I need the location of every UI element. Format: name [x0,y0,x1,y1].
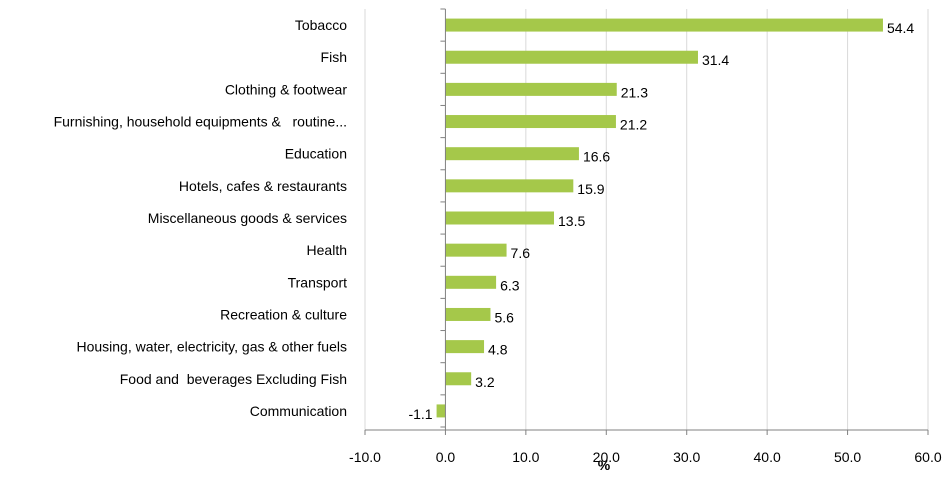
data-label: -1.1 [408,406,432,422]
x-tick-label: 30.0 [673,449,700,465]
x-tick-label: 20.0 [593,449,620,465]
category-label: Furnishing, household equipments & routi… [54,114,347,130]
bar [445,18,883,32]
x-tick-label: 10.0 [512,449,539,465]
bar [445,243,507,257]
axes [364,8,929,435]
x-tick-label: 60.0 [914,449,941,465]
category-label: Housing, water, electricity, gas & other… [76,339,347,355]
data-label: 21.3 [621,84,648,100]
x-tick-label: -10.0 [349,449,381,465]
category-label: Transport [288,274,348,290]
bar [445,275,497,289]
category-label: Recreation & culture [220,306,347,322]
data-label: 31.4 [702,52,729,68]
data-label: 16.6 [583,149,610,165]
bar [445,147,579,161]
data-label: 5.6 [494,309,514,325]
data-label: 4.8 [488,342,508,358]
grid-lines [364,9,929,430]
category-label: Food and beverages Excluding Fish [120,371,347,387]
bars [436,18,883,418]
bar [445,179,574,193]
data-label: 21.2 [620,117,647,133]
bar [445,115,616,129]
x-axis-title: % [598,457,611,473]
category-label: Communication [250,403,347,419]
bar [445,50,698,64]
data-label: 15.9 [577,181,604,197]
data-label: 3.2 [475,374,495,390]
category-label: Miscellaneous goods & services [148,210,347,226]
x-tick-label: 40.0 [754,449,781,465]
data-label: 13.5 [558,213,585,229]
category-label: Health [307,242,347,258]
bar [445,340,485,354]
category-label: Fish [321,49,347,65]
data-label: 7.6 [511,245,531,261]
data-label: 54.4 [887,20,914,36]
bar [436,404,446,418]
bar [445,372,472,386]
bar [445,307,491,321]
bar [445,82,617,96]
category-label: Clothing & footwear [225,81,348,97]
bar [445,211,555,225]
x-tick-label: 0.0 [436,449,456,465]
x-tick-label: 50.0 [834,449,861,465]
data-label: 6.3 [500,277,520,293]
labels: -10.0 0.0 10.0 20.0 30.0 40.0 50.0 60.0 54.4 Toba… [54,17,942,465]
category-label: Hotels, cafes & restaurants [179,178,347,194]
category-label: Tobacco [295,17,347,33]
category-label: Education [285,146,347,162]
